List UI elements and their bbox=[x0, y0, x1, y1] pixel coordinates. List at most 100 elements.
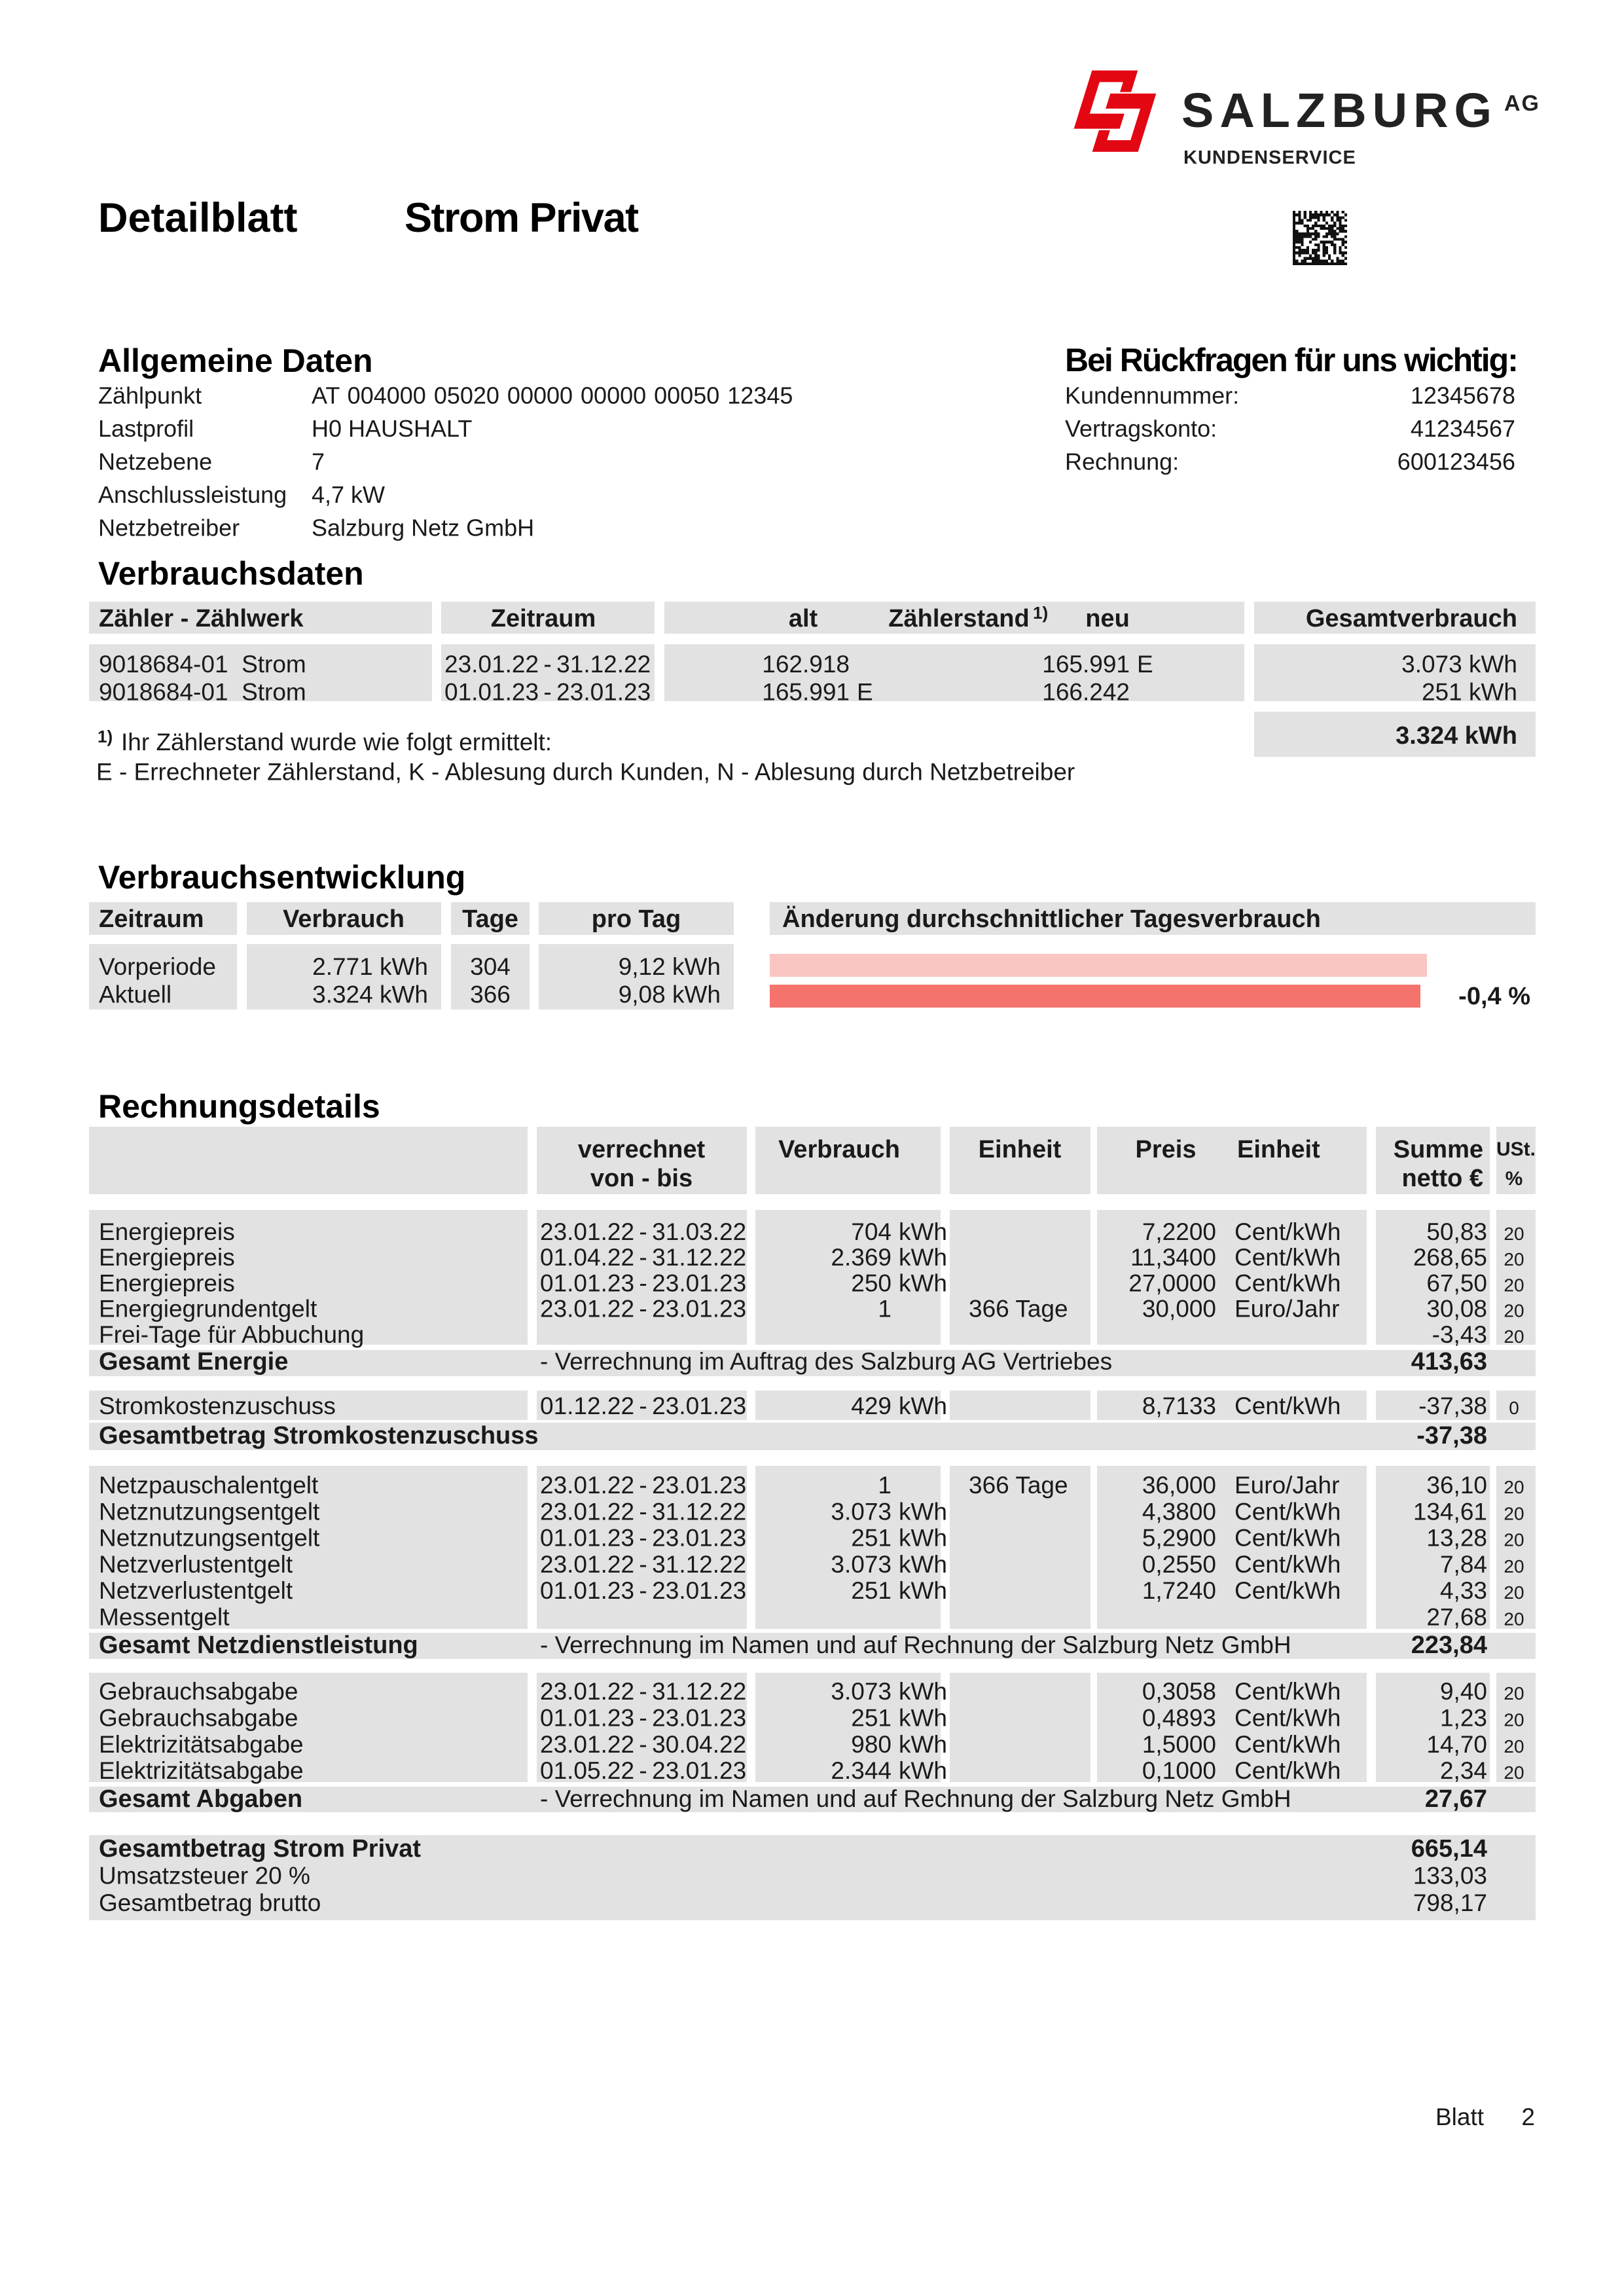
svg-text:Aktuell: Aktuell bbox=[99, 981, 171, 1008]
svg-text:11,3400: 11,3400 bbox=[1130, 1244, 1216, 1271]
svg-text:2.369: 2.369 bbox=[831, 1244, 892, 1271]
svg-text:20: 20 bbox=[1504, 1477, 1524, 1497]
svg-text:Gesamtbetrag Stromkostenzuschu: Gesamtbetrag Stromkostenzuschuss bbox=[99, 1422, 539, 1449]
svg-text:20: 20 bbox=[1504, 1224, 1524, 1244]
svg-text:Gesamtverbrauch: Gesamtverbrauch bbox=[1306, 605, 1517, 632]
svg-text:E: E bbox=[857, 679, 873, 706]
svg-text:Blatt: Blatt bbox=[1435, 2104, 1485, 2130]
svg-text:Strom Privat: Strom Privat bbox=[405, 195, 639, 241]
svg-text:- Verrechnung im Auftrag des S: - Verrechnung im Auftrag des Salzburg AG… bbox=[540, 1348, 1112, 1375]
svg-text:Summe: Summe bbox=[1394, 1136, 1483, 1163]
svg-text:Vorperiode: Vorperiode bbox=[99, 953, 216, 980]
svg-text:3.324 kWh: 3.324 kWh bbox=[1396, 722, 1517, 750]
svg-text:9018684-01 Strom: 9018684-01 Strom bbox=[99, 679, 306, 706]
svg-text:kWh: kWh bbox=[899, 1551, 947, 1578]
svg-text:Netzbetreiber: Netzbetreiber bbox=[98, 515, 240, 541]
svg-text:20: 20 bbox=[1504, 1709, 1524, 1730]
svg-text:Cent/kWh: Cent/kWh bbox=[1235, 1577, 1341, 1604]
svg-text:Gesamtbetrag brutto: Gesamtbetrag brutto bbox=[99, 1889, 321, 1916]
svg-text:SALZBURG: SALZBURG bbox=[1181, 83, 1498, 137]
svg-text:0,3058: 0,3058 bbox=[1142, 1678, 1216, 1705]
svg-text:Netzverlustentgelt: Netzverlustentgelt bbox=[99, 1577, 293, 1604]
svg-text:Verbrauch: Verbrauch bbox=[778, 1136, 900, 1163]
svg-text:Elektrizitätsabgabe: Elektrizitätsabgabe bbox=[99, 1757, 304, 1784]
svg-text:verrechnet: verrechnet bbox=[578, 1136, 706, 1163]
svg-text:2: 2 bbox=[1521, 2104, 1535, 2130]
svg-text:1,5000: 1,5000 bbox=[1142, 1731, 1216, 1758]
svg-text:366 Tage: 366 Tage bbox=[969, 1296, 1068, 1322]
svg-text:Cent/kWh: Cent/kWh bbox=[1235, 1218, 1341, 1245]
svg-text:0,2550: 0,2550 bbox=[1142, 1551, 1216, 1578]
svg-text:162.918: 162.918 bbox=[762, 651, 850, 678]
svg-text:kWh: kWh bbox=[899, 1577, 947, 1604]
svg-text:neu: neu bbox=[1085, 605, 1130, 632]
svg-text:23.01.22 - 31.03.22: 23.01.22 - 31.03.22 bbox=[540, 1218, 746, 1245]
svg-text:2.771 kWh: 2.771 kWh bbox=[312, 953, 428, 980]
svg-text:23.01.22 - 31.12.22: 23.01.22 - 31.12.22 bbox=[444, 651, 651, 678]
svg-text:- Verrechnung im Namen und auf: - Verrechnung im Namen und auf Rechnung … bbox=[540, 1631, 1291, 1658]
svg-text:Netznutzungsentgelt: Netznutzungsentgelt bbox=[99, 1525, 320, 1552]
svg-text:Euro/Jahr: Euro/Jahr bbox=[1235, 1296, 1339, 1322]
svg-text:20: 20 bbox=[1504, 1249, 1524, 1269]
svg-text:9,40: 9,40 bbox=[1440, 1678, 1487, 1705]
svg-text:1: 1 bbox=[878, 1296, 892, 1322]
svg-text:41234567: 41234567 bbox=[1411, 415, 1515, 442]
svg-text:3.324 kWh: 3.324 kWh bbox=[312, 981, 428, 1008]
svg-text:250: 250 bbox=[851, 1269, 892, 1296]
svg-text:USt.: USt. bbox=[1496, 1139, 1536, 1160]
svg-text:166.242: 166.242 bbox=[1042, 679, 1130, 706]
svg-text:Gesamt Netzdienstleistung: Gesamt Netzdienstleistung bbox=[99, 1631, 418, 1659]
svg-text:2,34: 2,34 bbox=[1440, 1757, 1487, 1784]
svg-text:1: 1 bbox=[878, 1472, 892, 1499]
svg-text:20: 20 bbox=[1504, 1503, 1524, 1523]
svg-text:798,17: 798,17 bbox=[1413, 1889, 1487, 1916]
svg-text:01.01.23 - 23.01.23: 01.01.23 - 23.01.23 bbox=[540, 1704, 746, 1731]
svg-text:36,10: 36,10 bbox=[1426, 1472, 1487, 1499]
svg-text:366 Tage: 366 Tage bbox=[969, 1472, 1068, 1499]
svg-text:Cent/kWh: Cent/kWh bbox=[1235, 1244, 1341, 1271]
svg-text:Änderung durchschnittlicher Ta: Änderung durchschnittlicher Tagesverbrau… bbox=[782, 905, 1321, 933]
svg-text:-37,38: -37,38 bbox=[1416, 1422, 1487, 1449]
svg-text:14,70: 14,70 bbox=[1426, 1731, 1487, 1758]
svg-text:27,67: 27,67 bbox=[1425, 1785, 1487, 1813]
svg-text:Elektrizitätsabgabe: Elektrizitätsabgabe bbox=[99, 1731, 304, 1758]
svg-text:von - bis: von - bis bbox=[590, 1165, 693, 1192]
svg-text:kWh: kWh bbox=[899, 1525, 947, 1552]
svg-text:30,000: 30,000 bbox=[1142, 1296, 1216, 1322]
svg-text:0,4893: 0,4893 bbox=[1142, 1704, 1216, 1731]
svg-text:Cent/kWh: Cent/kWh bbox=[1235, 1731, 1341, 1758]
svg-text:1,23: 1,23 bbox=[1440, 1704, 1487, 1731]
svg-text:Frei-Tage für Abbuchung: Frei-Tage für Abbuchung bbox=[99, 1321, 364, 1348]
svg-text:20: 20 bbox=[1504, 1736, 1524, 1757]
svg-text:8,7133: 8,7133 bbox=[1142, 1393, 1216, 1419]
svg-text:23.01.22 - 31.12.22: 23.01.22 - 31.12.22 bbox=[540, 1551, 746, 1578]
svg-text:01.01.23 - 23.01.23: 01.01.23 - 23.01.23 bbox=[444, 679, 651, 706]
svg-text:- Verrechnung im Namen und auf: - Verrechnung im Namen und auf Rechnung … bbox=[540, 1785, 1291, 1812]
svg-text:KUNDENSERVICE: KUNDENSERVICE bbox=[1183, 147, 1356, 168]
svg-text:9018684-01 Strom: 9018684-01 Strom bbox=[99, 651, 306, 678]
svg-text:Verbrauch: Verbrauch bbox=[283, 905, 405, 933]
svg-text:9,08 kWh: 9,08 kWh bbox=[619, 981, 721, 1008]
svg-text:Einheit: Einheit bbox=[1237, 1136, 1320, 1163]
svg-text:304: 304 bbox=[470, 953, 511, 980]
svg-text:1,7240: 1,7240 bbox=[1142, 1577, 1216, 1604]
svg-text:AG: AG bbox=[1504, 91, 1540, 116]
svg-text:20: 20 bbox=[1504, 1301, 1524, 1321]
svg-text:Detailblatt: Detailblatt bbox=[98, 195, 298, 241]
svg-text:7,84: 7,84 bbox=[1440, 1551, 1487, 1578]
svg-text:413,63: 413,63 bbox=[1411, 1348, 1487, 1376]
svg-text:Energiepreis: Energiepreis bbox=[99, 1269, 235, 1296]
svg-text:268,65: 268,65 bbox=[1413, 1244, 1487, 1271]
svg-text:E - Errechneter Zählerstand, K: E - Errechneter Zählerstand, K - Ablesun… bbox=[96, 759, 1075, 786]
svg-text:Cent/kWh: Cent/kWh bbox=[1235, 1525, 1341, 1552]
svg-text:kWh: kWh bbox=[899, 1393, 947, 1419]
svg-text:01.01.23 - 23.01.23: 01.01.23 - 23.01.23 bbox=[540, 1269, 746, 1296]
svg-text:Netzverlustentgelt: Netzverlustentgelt bbox=[99, 1551, 293, 1578]
svg-text:Ihr Zählerstand wurde wie folg: Ihr Zählerstand wurde wie folgt ermittel… bbox=[121, 729, 552, 756]
svg-text:Gebrauchsabgabe: Gebrauchsabgabe bbox=[99, 1678, 298, 1705]
svg-text:kWh: kWh bbox=[899, 1731, 947, 1758]
svg-text:223,84: 223,84 bbox=[1411, 1631, 1487, 1659]
svg-text:600123456: 600123456 bbox=[1397, 448, 1515, 475]
svg-text:704: 704 bbox=[851, 1218, 892, 1245]
svg-text:0,1000: 0,1000 bbox=[1142, 1757, 1216, 1784]
